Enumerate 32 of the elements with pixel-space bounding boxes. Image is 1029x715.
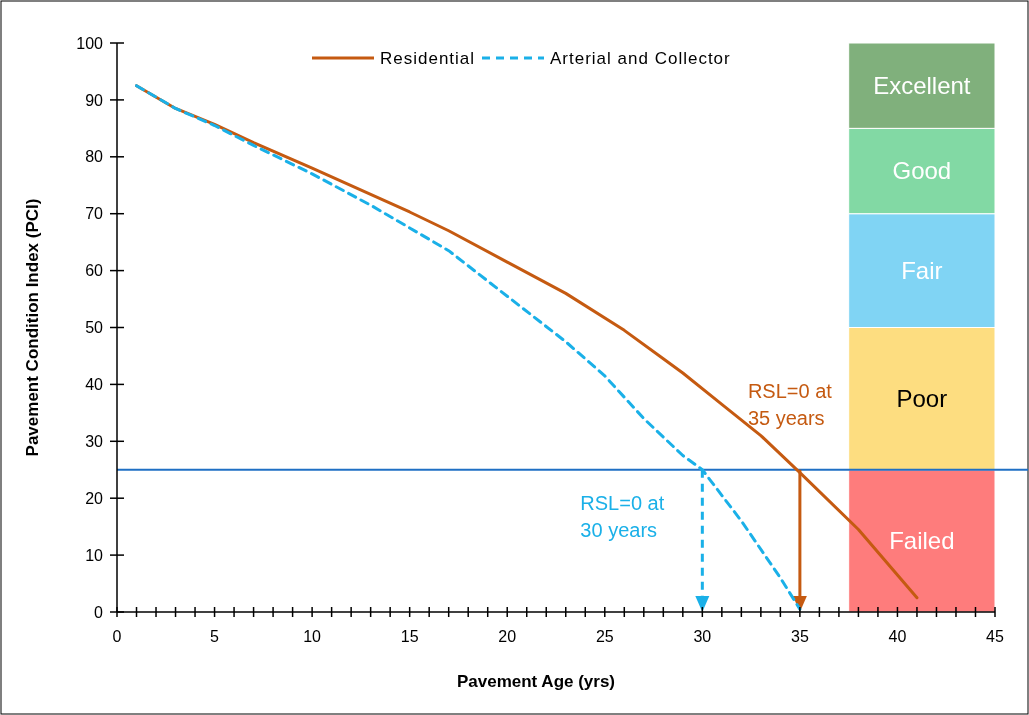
x-tick-label: 10	[303, 628, 322, 645]
x-tick-label: 30	[693, 628, 712, 645]
x-tick-label: 15	[400, 628, 419, 645]
band-label: Failed	[889, 527, 955, 555]
band-label: Poor	[896, 385, 948, 413]
legend-label: Residential	[380, 48, 476, 68]
x-tick-label: 45	[986, 628, 1004, 645]
x-axis-title: Pavement Age (yrs)	[456, 672, 616, 691]
y-tick-label: 70	[85, 205, 104, 223]
annotation: RSL=0 at 30 years	[580, 491, 665, 541]
y-tick-label: 90	[85, 91, 104, 109]
x-tick-label: 20	[498, 628, 517, 645]
band-label: Excellent	[873, 72, 971, 100]
y-tick-label: 20	[85, 489, 104, 507]
annotation: RSL=0 at 35 years	[747, 379, 833, 429]
band-label: Fair	[901, 257, 943, 284]
x-tick-label: 35	[790, 628, 809, 645]
y-tick-label: 100	[76, 34, 104, 52]
y-tick-label: 80	[85, 148, 104, 166]
y-tick-label: 50	[85, 319, 104, 337]
legend-label: Arterial and Collector	[550, 48, 731, 68]
x-tick-label: 5	[210, 628, 220, 645]
y-tick-label: 10	[85, 546, 104, 564]
x-tick-label: 40	[888, 628, 907, 645]
y-axis-title: Pavement Condition Index (PCI)	[23, 198, 42, 457]
y-tick-label: 60	[85, 262, 104, 280]
y-tick-label: 30	[85, 432, 104, 450]
y-tick-label: 0	[94, 603, 104, 621]
x-tick-label: 0	[112, 628, 122, 645]
band-label: Good	[892, 157, 952, 185]
x-tick-label: 25	[595, 628, 614, 645]
y-tick-label: 40	[85, 376, 104, 393]
